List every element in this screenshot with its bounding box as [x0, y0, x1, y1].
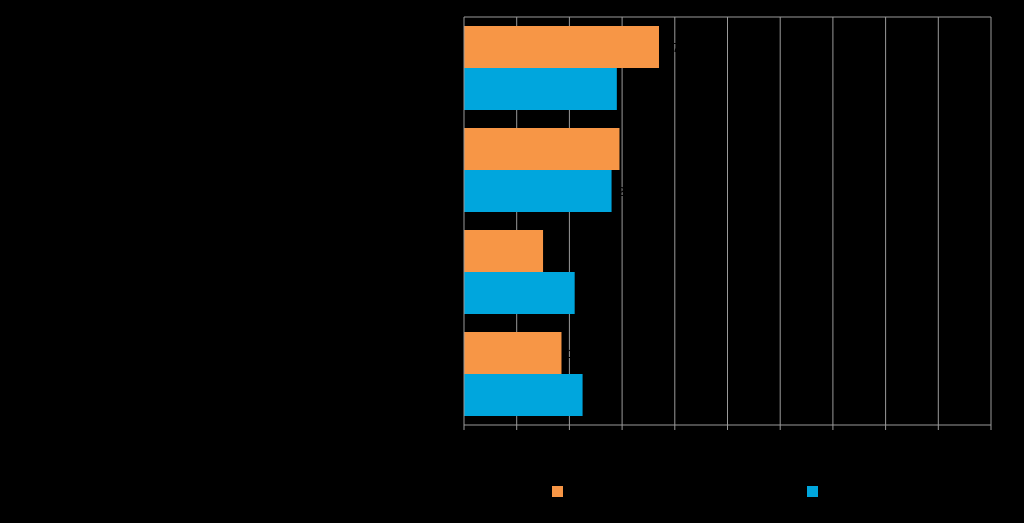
bar-series-1-cat-4 [464, 332, 562, 374]
bar-series-2-cat-4 [464, 374, 583, 416]
bar-series-1-cat-1 [464, 26, 659, 68]
data-label: 29 [623, 82, 637, 97]
x-tick-label: 50 [720, 432, 736, 448]
data-label: 37 [665, 40, 679, 55]
x-tick-label: 40 [667, 432, 683, 448]
bars [464, 26, 659, 416]
labels: 0 10 20 30 40 50 60 70 80 90 100 37 29 29.5 28 15 21 18.5… [460, 40, 1003, 448]
x-tick-label: 10 [509, 432, 525, 448]
x-tick-label: 70 [825, 432, 841, 448]
bar-series-1-cat-2 [464, 128, 620, 170]
x-tick-label: 80 [878, 432, 894, 448]
bar-series-2-cat-1 [464, 68, 617, 110]
data-label: 28 [618, 184, 632, 199]
x-tick-label: 60 [772, 432, 788, 448]
data-label: 22.5 [589, 388, 614, 403]
x-tick-label: 100 [979, 432, 1003, 448]
bar-series-2-cat-3 [464, 272, 575, 314]
legend-swatch-series-2 [807, 486, 818, 497]
x-tick-label: 30 [614, 432, 630, 448]
data-label: 18.5 [567, 346, 592, 361]
data-label: 21 [581, 286, 595, 301]
data-label: 15 [549, 244, 563, 259]
legend-swatch-series-1 [552, 486, 563, 497]
x-tick-label: 0 [460, 432, 468, 448]
legend [552, 486, 818, 497]
x-tick-label: 90 [931, 432, 947, 448]
axes [463, 16, 991, 426]
bar-series-1-cat-3 [464, 230, 544, 272]
x-tick-label: 20 [562, 432, 578, 448]
data-label: 29.5 [625, 142, 650, 157]
bar-series-2-cat-2 [464, 170, 612, 212]
